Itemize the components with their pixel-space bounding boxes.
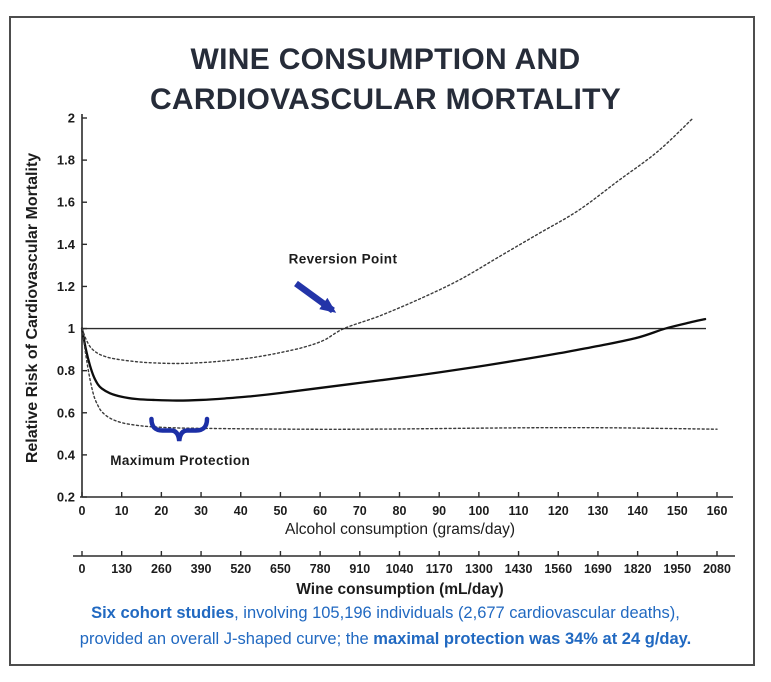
x-tick-label: 140 — [627, 504, 648, 518]
chart-title-line1: WINE CONSUMPTION AND — [190, 43, 581, 76]
x-tick-label: 50 — [273, 504, 287, 518]
caption-segment: maximal protection was 34% at 24 g/day. — [373, 629, 692, 648]
caption-segment: provided an overall J-shaped curve; the — [79, 629, 374, 648]
reversion-point-arrow — [294, 280, 337, 314]
reversion-point-label: Reversion Point — [289, 252, 398, 267]
x-tick-label: 10 — [115, 504, 129, 518]
caption-segment: , involving 105,196 individuals (2,677 c… — [234, 604, 680, 622]
y-tick-label: 0.2 — [57, 490, 75, 505]
x-tick-label: 120 — [548, 504, 569, 518]
wine-tick-label: 1300 — [465, 562, 493, 576]
y-tick-label: 1.8 — [57, 153, 75, 168]
curve-lower-confidence-bound — [81, 327, 718, 430]
y-tick-label: 1.6 — [57, 195, 75, 210]
x-tick-label: 160 — [707, 504, 728, 518]
curve-relative-risk — [80, 317, 707, 402]
wine-tick-label: 1950 — [663, 562, 691, 576]
max-protection-brace — [149, 416, 210, 442]
x-tick-label: 30 — [194, 504, 208, 518]
wine-tick-label: 1430 — [505, 562, 533, 576]
curve-upper-confidence-bound — [81, 117, 694, 365]
y-axis-title: Relative Risk of Cardiovascular Mortalit… — [24, 153, 41, 463]
x-tick-label: 100 — [468, 504, 489, 518]
x-axis-title: Alcohol consumption (grams/day) — [285, 521, 515, 538]
caption-line1: Six cohort studies, involving 105,196 in… — [0, 601, 771, 627]
wine-tick-label: 2080 — [703, 562, 731, 576]
wine-tick-label: 650 — [270, 562, 291, 576]
y-tick-label: 0.4 — [57, 447, 76, 462]
wine-axis-title: Wine consumption (mL/day) — [296, 581, 503, 598]
wine-tick-label: 0 — [79, 562, 86, 576]
y-tick-label: 1 — [68, 321, 75, 336]
wine-tick-label: 1170 — [426, 562, 453, 576]
caption-line2: provided an overall J-shaped curve; the … — [0, 627, 771, 653]
x-tick-label: 130 — [588, 504, 609, 518]
x-tick-label: 40 — [234, 504, 248, 518]
x-tick-label: 0 — [79, 504, 86, 518]
wine-tick-label: 1820 — [624, 562, 652, 576]
wine-tick-label: 1560 — [544, 562, 572, 576]
x-tick-label: 110 — [508, 504, 528, 518]
caption-segment: Six cohort studies — [91, 604, 235, 622]
wine-tick-label: 1690 — [584, 562, 612, 576]
wine-tick-label: 520 — [230, 562, 251, 576]
chart-title: WINE CONSUMPTION AND CARDIOVASCULAR MORT… — [0, 40, 771, 120]
wine-tick-label: 1040 — [386, 562, 414, 576]
chart-title-line2: CARDIOVASCULAR MORTALITY — [149, 83, 622, 116]
wine-tick-label: 260 — [151, 562, 172, 576]
wine-tick-label: 130 — [111, 562, 132, 576]
y-tick-label: 2 — [68, 111, 75, 126]
x-tick-label: 70 — [353, 504, 367, 518]
x-tick-label: 20 — [154, 504, 168, 518]
y-tick-label: 1.2 — [57, 279, 75, 294]
figure-border — [9, 16, 755, 666]
wine-tick-label: 390 — [191, 562, 212, 576]
wine-tick-label: 780 — [310, 562, 331, 576]
x-tick-label: 60 — [313, 504, 327, 518]
x-tick-label: 90 — [432, 504, 446, 518]
x-tick-label: 150 — [667, 504, 688, 518]
y-tick-label: 1.4 — [57, 237, 76, 252]
caption: Six cohort studies, involving 105,196 in… — [0, 601, 771, 652]
max-protection-label: Maximum Protection — [110, 453, 250, 468]
y-tick-label: 0.8 — [57, 363, 75, 378]
y-tick-label: 0.6 — [57, 405, 75, 420]
wine-tick-label: 910 — [349, 562, 370, 576]
x-tick-label: 80 — [393, 504, 407, 518]
